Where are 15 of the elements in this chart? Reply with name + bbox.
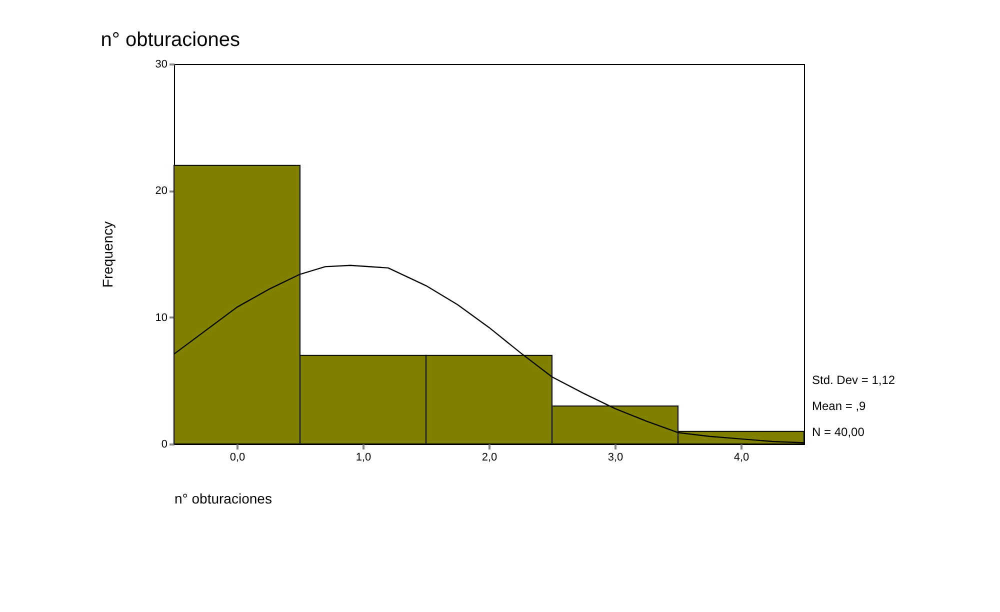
x-axis-title: n° obturaciones (174, 490, 272, 506)
chart-title: n° obturaciones (100, 29, 240, 51)
text: Mean = ,9 (812, 399, 866, 413)
y-tick-label: 10 (155, 312, 168, 324)
y-tick-label: 20 (155, 185, 168, 198)
x-tick-label: 4,0 (734, 452, 750, 464)
y-tick-label: 30 (155, 58, 168, 70)
text: N = 40,00 (812, 425, 865, 439)
y-tick-label: 0 (161, 438, 168, 450)
x-tick-label: 2,0 (482, 452, 498, 464)
x-tick-label: 1,0 (356, 452, 372, 464)
x-tick-label: 0,0 (230, 452, 246, 464)
x-tick-label: 3,0 (608, 452, 624, 464)
text: Std. Dev = 1,12 (812, 373, 896, 387)
y-axis-title: Frequency (99, 221, 116, 288)
